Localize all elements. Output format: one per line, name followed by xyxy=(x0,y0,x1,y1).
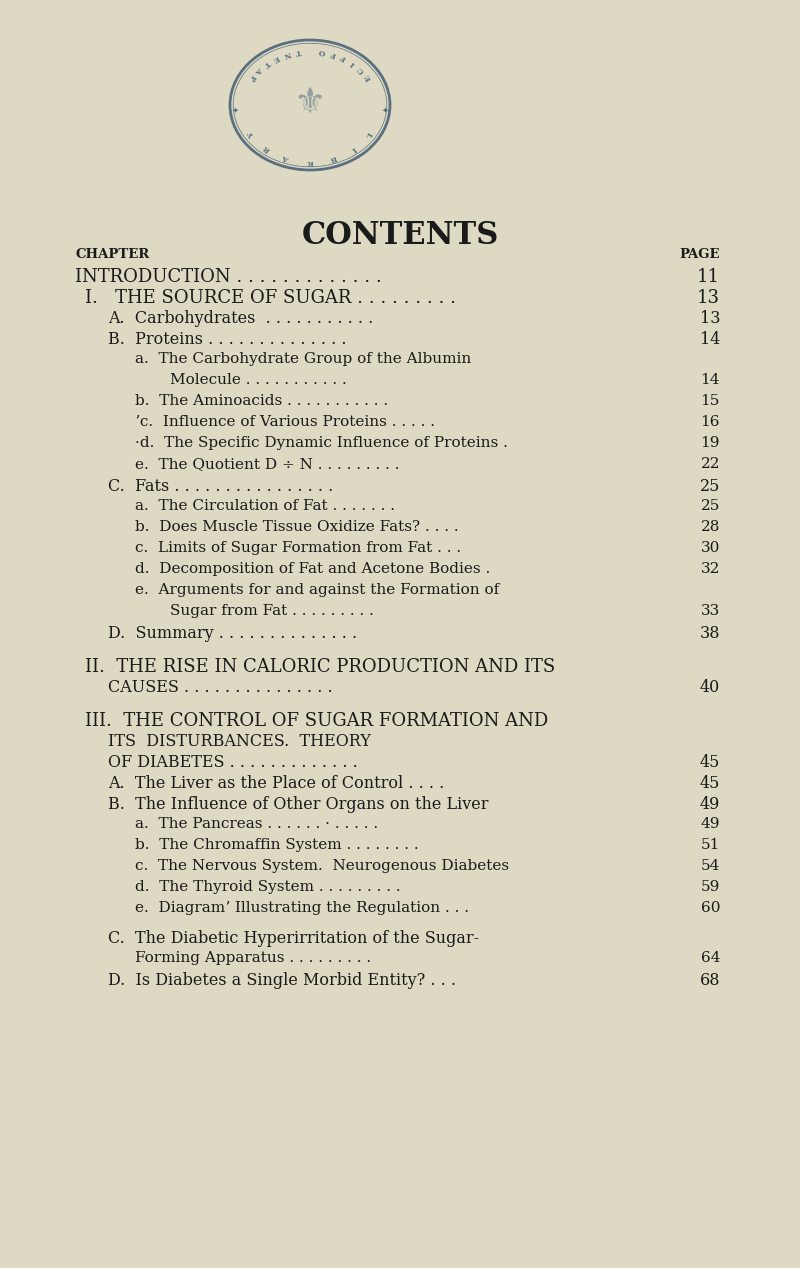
Text: 51: 51 xyxy=(701,838,720,852)
Text: e.  Arguments for and against the Formation of: e. Arguments for and against the Formati… xyxy=(135,583,499,597)
Text: PAGE: PAGE xyxy=(679,249,720,261)
Text: 45: 45 xyxy=(700,775,720,792)
Text: Sugar from Fat . . . . . . . . .: Sugar from Fat . . . . . . . . . xyxy=(170,604,374,618)
Text: d.  The Thyroid System . . . . . . . . .: d. The Thyroid System . . . . . . . . . xyxy=(135,880,401,894)
Text: A: A xyxy=(254,65,263,75)
Text: R: R xyxy=(262,143,272,153)
Text: 32: 32 xyxy=(701,562,720,576)
Text: CONTENTS: CONTENTS xyxy=(302,221,498,251)
Text: CHAPTER: CHAPTER xyxy=(75,249,150,261)
Text: D.  Is Diabetes a Single Morbid Entity? . . .: D. Is Diabetes a Single Morbid Entity? .… xyxy=(108,973,456,989)
Text: b.  The Chromaffin System . . . . . . . .: b. The Chromaffin System . . . . . . . . xyxy=(135,838,418,852)
Text: 15: 15 xyxy=(701,394,720,408)
Text: ·d.  The Specific Dynamic Influence of Proteins .: ·d. The Specific Dynamic Influence of Pr… xyxy=(135,436,508,450)
Text: a.  The Pancreas . . . . . . · . . . . .: a. The Pancreas . . . . . . · . . . . . xyxy=(135,817,378,831)
Text: N: N xyxy=(282,48,292,58)
Text: R: R xyxy=(307,157,313,166)
Text: 64: 64 xyxy=(701,951,720,965)
Text: c.  Limits of Sugar Formation from Fat . . .: c. Limits of Sugar Formation from Fat . … xyxy=(135,541,461,555)
Text: C.  The Diabetic Hyperirritation of the Sugar-: C. The Diabetic Hyperirritation of the S… xyxy=(108,929,479,947)
Text: e.  Diagramʼ Illustrating the Regulation . . .: e. Diagramʼ Illustrating the Regulation … xyxy=(135,902,469,915)
Text: b.  The Aminoacids . . . . . . . . . . .: b. The Aminoacids . . . . . . . . . . . xyxy=(135,394,388,408)
Text: 54: 54 xyxy=(701,858,720,872)
Text: 59: 59 xyxy=(701,880,720,894)
Text: 13: 13 xyxy=(697,289,720,307)
Text: 28: 28 xyxy=(701,520,720,534)
Text: 49: 49 xyxy=(701,817,720,831)
Text: 49: 49 xyxy=(700,796,720,813)
Text: L: L xyxy=(363,131,373,138)
Text: c.  The Nervous System.  Neurogenous Diabetes: c. The Nervous System. Neurogenous Diabe… xyxy=(135,858,509,872)
Text: T: T xyxy=(262,58,271,68)
Text: 38: 38 xyxy=(699,625,720,642)
Text: ✦: ✦ xyxy=(382,105,389,114)
Text: ITS  DISTURBANCES.  THEORY: ITS DISTURBANCES. THEORY xyxy=(108,733,371,749)
Text: P: P xyxy=(247,74,257,82)
Text: B: B xyxy=(329,153,338,164)
Text: 14: 14 xyxy=(700,331,720,347)
Text: Molecule . . . . . . . . . . .: Molecule . . . . . . . . . . . xyxy=(170,373,346,387)
Text: a.  The Carbohydrate Group of the Albumin: a. The Carbohydrate Group of the Albumin xyxy=(135,353,471,366)
Text: 13: 13 xyxy=(699,309,720,327)
Text: INTRODUCTION . . . . . . . . . . . . .: INTRODUCTION . . . . . . . . . . . . . xyxy=(75,268,382,287)
Text: OF DIABETES . . . . . . . . . . . . .: OF DIABETES . . . . . . . . . . . . . xyxy=(108,754,358,771)
Text: 68: 68 xyxy=(699,973,720,989)
Text: e.  The Quotient D ÷ N . . . . . . . . .: e. The Quotient D ÷ N . . . . . . . . . xyxy=(135,456,399,470)
Text: O: O xyxy=(318,47,326,56)
Text: E: E xyxy=(363,74,373,82)
Text: 60: 60 xyxy=(701,902,720,915)
Text: A: A xyxy=(283,153,291,164)
Text: E: E xyxy=(272,53,281,62)
Text: T: T xyxy=(295,47,302,56)
Text: B.  Proteins . . . . . . . . . . . . . .: B. Proteins . . . . . . . . . . . . . . xyxy=(108,331,346,347)
Text: I.   THE SOURCE OF SUGAR . . . . . . . . .: I. THE SOURCE OF SUGAR . . . . . . . . . xyxy=(85,289,456,307)
Text: ✦: ✦ xyxy=(231,105,238,114)
Text: 14: 14 xyxy=(701,373,720,387)
Text: I: I xyxy=(350,145,357,153)
Text: A.  Carbohydrates  . . . . . . . . . . .: A. Carbohydrates . . . . . . . . . . . xyxy=(108,309,374,327)
Text: 25: 25 xyxy=(700,478,720,495)
Text: d.  Decomposition of Fat and Acetone Bodies .: d. Decomposition of Fat and Acetone Bodi… xyxy=(135,562,490,576)
Text: III.  THE CONTROL OF SUGAR FORMATION AND: III. THE CONTROL OF SUGAR FORMATION AND xyxy=(85,713,548,730)
Text: a.  The Circulation of Fat . . . . . . .: a. The Circulation of Fat . . . . . . . xyxy=(135,500,395,514)
Text: A.  The Liver as the Place of Control . . . .: A. The Liver as the Place of Control . .… xyxy=(108,775,444,792)
Text: D.  Summary . . . . . . . . . . . . . .: D. Summary . . . . . . . . . . . . . . xyxy=(108,625,357,642)
Text: F: F xyxy=(339,53,348,62)
Text: 30: 30 xyxy=(701,541,720,555)
Text: I: I xyxy=(350,58,357,67)
Text: II.  THE RISE IN CALORIC PRODUCTION AND ITS: II. THE RISE IN CALORIC PRODUCTION AND I… xyxy=(85,658,555,676)
Text: Y: Y xyxy=(247,131,257,138)
Text: 45: 45 xyxy=(700,754,720,771)
Text: 19: 19 xyxy=(701,436,720,450)
Text: 16: 16 xyxy=(701,415,720,429)
Text: Forming Apparatus . . . . . . . . .: Forming Apparatus . . . . . . . . . xyxy=(135,951,371,965)
Text: CAUSES . . . . . . . . . . . . . . .: CAUSES . . . . . . . . . . . . . . . xyxy=(108,678,333,696)
Text: 40: 40 xyxy=(700,678,720,696)
Text: ʼc.  Influence of Various Proteins . . . . .: ʼc. Influence of Various Proteins . . . … xyxy=(135,415,435,429)
Text: 22: 22 xyxy=(701,456,720,470)
Text: B.  The Influence of Other Organs on the Liver: B. The Influence of Other Organs on the … xyxy=(108,796,489,813)
Text: 33: 33 xyxy=(701,604,720,618)
Text: F: F xyxy=(329,49,337,58)
Text: b.  Does Muscle Tissue Oxidize Fats? . . . .: b. Does Muscle Tissue Oxidize Fats? . . … xyxy=(135,520,458,534)
Text: 25: 25 xyxy=(701,500,720,514)
Text: C.  Fats . . . . . . . . . . . . . . . .: C. Fats . . . . . . . . . . . . . . . . xyxy=(108,478,334,495)
Text: C: C xyxy=(357,65,366,75)
Text: ⚜: ⚜ xyxy=(294,86,326,120)
Text: 11: 11 xyxy=(697,268,720,287)
